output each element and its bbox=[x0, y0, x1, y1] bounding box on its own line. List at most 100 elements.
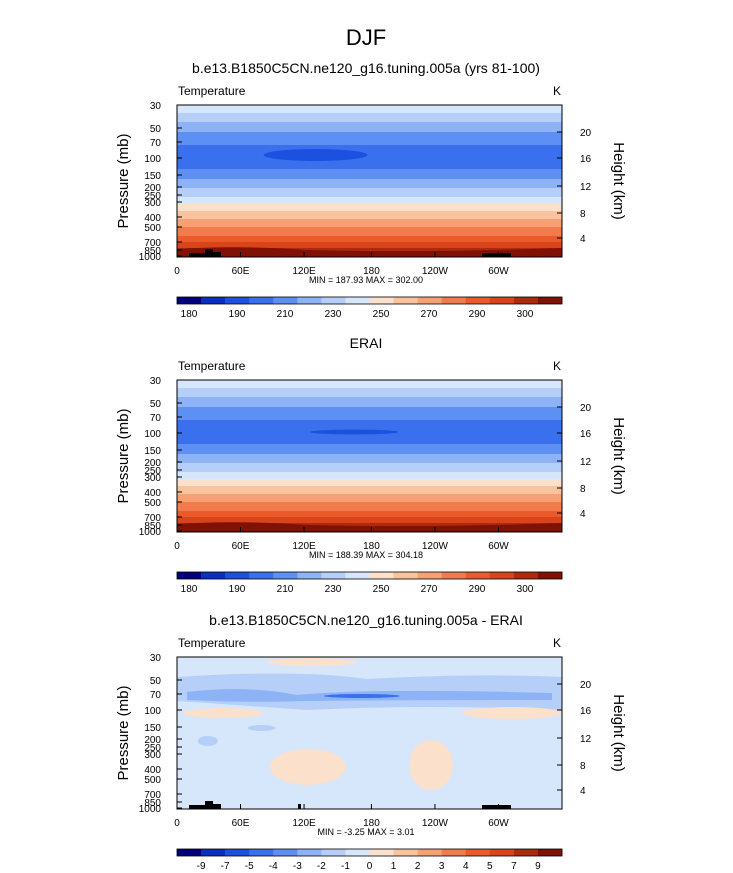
colorbar-label: 0 bbox=[367, 861, 373, 872]
x-tick-label: 120W bbox=[422, 818, 449, 829]
colorbar-swatch bbox=[537, 849, 563, 856]
y-tick-label: 70 bbox=[150, 138, 162, 149]
chart-panel-1: b.e13.B1850C5CN.ne120_g16.tuning.005a (y… bbox=[115, 60, 627, 320]
topography-mask bbox=[189, 249, 221, 257]
colorbar-label: 5 bbox=[487, 861, 493, 872]
colorbar-swatch bbox=[417, 297, 442, 304]
colorbar-swatch bbox=[297, 297, 322, 304]
x-tick-label: 60W bbox=[488, 266, 509, 277]
colorbar-label: 210 bbox=[277, 309, 294, 320]
x-tick-label: 180 bbox=[363, 818, 380, 829]
contour-band bbox=[177, 494, 562, 503]
colorbar-swatch bbox=[345, 297, 370, 304]
y-tick-label: 100 bbox=[144, 429, 161, 440]
y-tick-label: 500 bbox=[144, 498, 161, 509]
right-tick-label: 16 bbox=[580, 429, 592, 440]
colorbar-label: 300 bbox=[517, 584, 534, 595]
colorbar-swatch bbox=[345, 572, 370, 579]
right-tick-label: 4 bbox=[580, 509, 586, 520]
colorbar-swatch bbox=[513, 849, 539, 856]
contour-band bbox=[177, 486, 562, 495]
y-tick-label: 50 bbox=[150, 399, 162, 410]
x-tick-label: 120E bbox=[292, 266, 316, 277]
colorbar-label: 300 bbox=[517, 309, 534, 320]
contour-band bbox=[177, 113, 562, 123]
colorbar-label: 3 bbox=[439, 861, 445, 872]
colorbar-label: 4 bbox=[463, 861, 469, 872]
colorbar-swatch bbox=[225, 572, 250, 579]
colorbar-label: 1 bbox=[391, 861, 397, 872]
contour-band bbox=[177, 188, 562, 198]
colorbar-swatch bbox=[177, 849, 202, 856]
y-tick-label: 250 bbox=[144, 191, 161, 202]
contour-band bbox=[177, 242, 562, 249]
panel-title: b.e13.B1850C5CN.ne120_g16.tuning.005a - … bbox=[209, 612, 523, 628]
y-tick-label: 70 bbox=[150, 690, 162, 701]
colorbar-label: 270 bbox=[421, 309, 438, 320]
right-tick-label: 8 bbox=[580, 484, 586, 495]
colorbar-swatch bbox=[321, 572, 346, 579]
y-tick-label: 700 bbox=[144, 238, 161, 249]
colorbar-swatch bbox=[417, 572, 442, 579]
contour-band bbox=[177, 197, 562, 205]
colorbar-label: -3 bbox=[293, 861, 302, 872]
panel-title: ERAI bbox=[350, 335, 383, 351]
topography-mask bbox=[189, 801, 221, 809]
colorbar-swatch bbox=[537, 297, 563, 304]
colorbar-swatch bbox=[249, 297, 274, 304]
x-tick-label: 60E bbox=[232, 266, 250, 277]
colorbar-swatch bbox=[537, 572, 563, 579]
contour-band bbox=[177, 380, 562, 389]
y-tick-label: 30 bbox=[150, 653, 162, 664]
y-tick-label: 100 bbox=[144, 706, 161, 717]
x-tick-label: 0 bbox=[174, 266, 180, 277]
colorbar-label: -4 bbox=[269, 861, 278, 872]
y-tick-label: 1000 bbox=[139, 527, 162, 538]
contour-band bbox=[266, 658, 357, 666]
colorbar-swatch bbox=[273, 297, 298, 304]
contour-band bbox=[177, 227, 562, 237]
colorbar-swatch bbox=[369, 849, 394, 856]
right-tick-label: 16 bbox=[580, 154, 592, 165]
x-tick-label: 120W bbox=[422, 541, 449, 552]
contour-band bbox=[197, 736, 218, 746]
colorbar-label: 9 bbox=[535, 861, 541, 872]
y-axis-label: Pressure (mb) bbox=[115, 133, 132, 228]
colorbar-label: 290 bbox=[469, 584, 486, 595]
colorbar-swatch bbox=[465, 572, 491, 579]
variable-label: Temperature bbox=[178, 359, 246, 373]
right-tick-label: 12 bbox=[580, 457, 592, 468]
colorbar-swatch bbox=[465, 849, 491, 856]
right-tick-label: 4 bbox=[580, 234, 586, 245]
min-max-stats: MIN = 187.93 MAX = 302.00 bbox=[309, 275, 423, 285]
x-tick-label: 60W bbox=[488, 818, 509, 829]
colorbar-label: 250 bbox=[373, 584, 390, 595]
y-tick-label: 50 bbox=[150, 124, 162, 135]
colorbar-label: 190 bbox=[229, 309, 246, 320]
y-tick-label: 150 bbox=[144, 723, 161, 734]
y-tick-label: 1000 bbox=[139, 804, 162, 815]
chart-panel-3: b.e13.B1850C5CN.ne120_g16.tuning.005a - … bbox=[115, 612, 627, 872]
y-tick-label: 30 bbox=[150, 101, 162, 112]
colorbar-label: -2 bbox=[317, 861, 326, 872]
y-tick-label: 200 bbox=[144, 735, 161, 746]
contour-band bbox=[177, 388, 562, 398]
colorbar-frame bbox=[176, 571, 563, 580]
y-axis-label: Pressure (mb) bbox=[115, 408, 132, 503]
y-tick-label: 850 bbox=[144, 246, 161, 257]
y-tick-label: 250 bbox=[144, 743, 161, 754]
y-tick-label: 500 bbox=[144, 223, 161, 234]
colorbar-swatch bbox=[201, 849, 226, 856]
right-tick-label: 20 bbox=[580, 680, 592, 691]
contour-band bbox=[177, 397, 562, 408]
y-tick-label: 300 bbox=[144, 750, 161, 761]
colorbar-label: 180 bbox=[181, 584, 198, 595]
topography-mask bbox=[482, 253, 511, 257]
variable-label: Temperature bbox=[178, 636, 246, 650]
colorbar-label: -9 bbox=[197, 861, 206, 872]
contour-band bbox=[177, 517, 562, 524]
y-tick-label: 250 bbox=[144, 466, 161, 477]
plot-frame bbox=[176, 104, 563, 258]
